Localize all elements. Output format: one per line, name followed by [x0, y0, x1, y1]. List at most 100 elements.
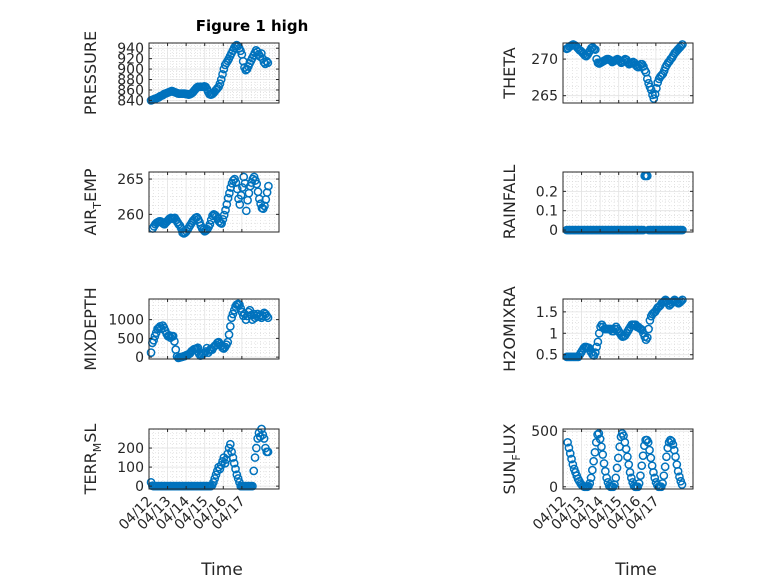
y-axis-label: AIRTEMP [81, 168, 104, 235]
y-tick-label: 260 [117, 207, 144, 223]
y-tick-label: 940 [117, 41, 144, 57]
data-point [252, 179, 262, 189]
data-point [597, 442, 606, 452]
data-point [665, 435, 675, 445]
data-point [258, 430, 268, 440]
data-point [238, 183, 247, 192]
data-point [650, 473, 660, 483]
data-point [217, 219, 226, 228]
subplot-rainfall: 0 0.1 0.2 RAINFALL [500, 165, 694, 240]
y-tick-label: 1 [549, 326, 558, 342]
axes-frame [148, 171, 280, 233]
data-point [623, 452, 632, 462]
data-point [249, 466, 259, 476]
data-point [220, 458, 230, 468]
data-point [598, 450, 608, 459]
y-axis-label: RAINFALL [500, 165, 519, 240]
data-point [660, 462, 670, 472]
data-point [634, 479, 644, 488]
data-point [263, 313, 273, 323]
data-point [259, 434, 269, 443]
data-point [676, 296, 686, 306]
data-point [673, 466, 683, 476]
data-point [250, 453, 260, 462]
data-point [263, 58, 273, 68]
y-tick-label: 270 [531, 52, 558, 68]
data-point [588, 43, 598, 52]
data-point [227, 447, 236, 457]
subplot-air-temp: 260 265 AIRTEMP [81, 168, 280, 238]
data-point [613, 453, 623, 463]
data-point [149, 335, 158, 345]
data-point [210, 474, 220, 483]
data-point [657, 70, 666, 80]
data-point [564, 443, 574, 453]
y-tick-label: 900 [117, 62, 144, 78]
data-point [590, 348, 600, 357]
data-point [211, 470, 221, 480]
data-point [229, 458, 239, 468]
subplot-theta: 265 270 THETA [500, 40, 694, 105]
data-point [662, 452, 671, 462]
data-point [219, 210, 229, 220]
data-point [235, 300, 244, 309]
y-tick-label: 880 [117, 73, 144, 89]
data-point [678, 40, 687, 49]
data-point [649, 94, 659, 103]
y-axis-label: H2OMIXRA [500, 286, 519, 372]
data-point [567, 454, 576, 464]
data-point [262, 311, 272, 321]
x-axis-label: Time [614, 560, 657, 580]
data-point [678, 225, 687, 235]
data-point [624, 460, 634, 469]
data-point [228, 453, 238, 462]
data-point [232, 184, 242, 194]
y-tick-label: 0 [135, 479, 144, 495]
data-point [257, 49, 266, 58]
y-tick-label: 1.5 [536, 305, 558, 321]
data-point [587, 465, 597, 475]
data-point [231, 464, 240, 474]
data-point [594, 429, 604, 438]
y-tick-label: 500 [531, 424, 558, 440]
data-point [589, 456, 598, 466]
data-point [216, 75, 226, 84]
y-tick-label: 840 [117, 93, 144, 109]
data-point [642, 74, 652, 84]
data-point [677, 480, 687, 489]
data-point [563, 437, 572, 447]
data-point [593, 337, 603, 347]
y-tick-label: 100 [117, 460, 144, 476]
data-point [579, 49, 588, 59]
y-tick-label: 0 [135, 350, 144, 366]
data-point [659, 471, 669, 481]
data-point [205, 219, 215, 229]
data-point [652, 84, 661, 93]
data-point [223, 193, 233, 203]
data-point [595, 434, 605, 444]
axes-frame [148, 298, 280, 360]
y-axis-label: MIXDEPTH [81, 287, 100, 370]
data-point [590, 45, 600, 54]
y-axis-label: SUNFLUX [500, 423, 523, 494]
data-point [649, 467, 658, 477]
y-tick-label: 0 [549, 223, 558, 239]
data-point [638, 451, 648, 461]
data-point [232, 470, 242, 480]
data-point [636, 471, 645, 481]
axes-frame [562, 42, 694, 104]
figure-title: Figure 1 high [196, 17, 309, 35]
subplot-h2omixra: 0.5 1 1.5 H2OMIXRA [500, 286, 694, 372]
data-point [602, 473, 611, 483]
data-point [678, 295, 687, 305]
data-point [209, 477, 218, 487]
data-point [676, 41, 686, 51]
data-point [599, 459, 609, 468]
y-tick-label: 200 [117, 441, 144, 457]
data-point [612, 463, 622, 473]
data-point [235, 200, 245, 209]
data-point [621, 444, 631, 454]
data-point [644, 324, 653, 334]
